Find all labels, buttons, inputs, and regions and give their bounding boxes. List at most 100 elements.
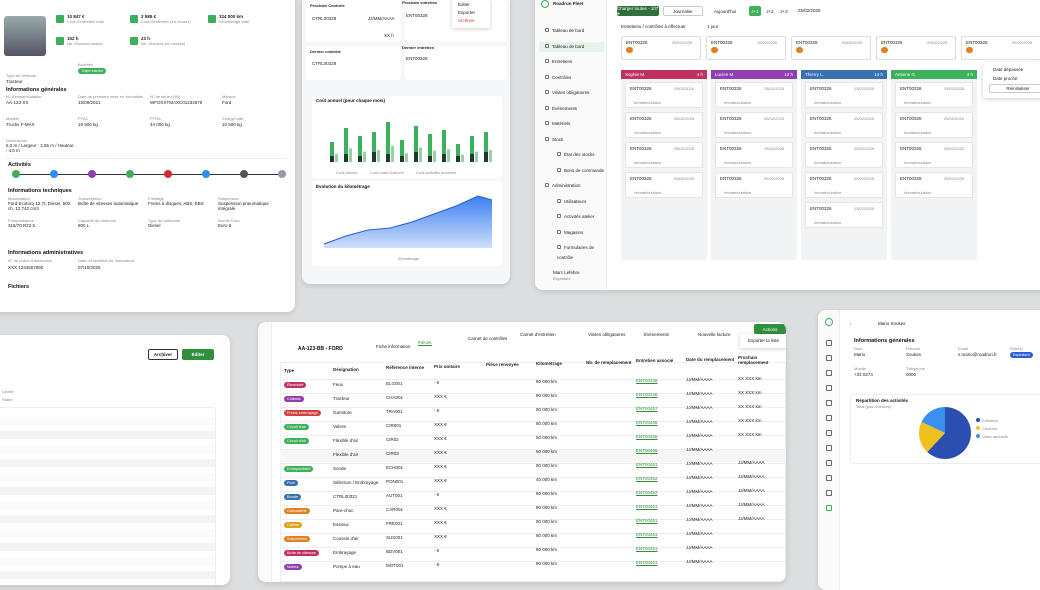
kanban-card-item[interactable]: ENT00326 25/02/2025 Immatriculation xyxy=(805,202,883,228)
table-row[interactable] xyxy=(280,435,786,448)
kanban-card-item[interactable]: ENT00326 25/02/2025 Immatriculation xyxy=(805,142,883,168)
table-header[interactable]: Nb. de remplacement xyxy=(586,359,632,365)
table-row[interactable] xyxy=(280,505,786,518)
list-row[interactable] xyxy=(0,445,215,453)
cell-entretien-link[interactable]: ENT00248 xyxy=(636,392,658,397)
nav-item[interactable]: Utilisateurs xyxy=(539,197,605,207)
archive-button[interactable]: Archiver xyxy=(148,349,178,360)
kanban-card-item[interactable]: ENT00326 25/02/2025 Immatriculation xyxy=(625,172,703,198)
nav-item[interactable]: Entretiens xyxy=(539,57,605,67)
timeline-dot[interactable] xyxy=(50,170,58,178)
kanban-top-card[interactable]: ENT00326 25/02/2025 xyxy=(876,36,956,60)
list-row[interactable] xyxy=(0,473,215,481)
table-row[interactable] xyxy=(280,421,786,434)
kanban-top-card[interactable]: ENT00326 25/02/2025 xyxy=(621,36,701,60)
nav-item[interactable]: Tableau de bord xyxy=(539,26,605,36)
kanban-card-item[interactable]: ENT00326 25/02/2025 Immatriculation xyxy=(625,82,703,108)
kanban-top-card[interactable]: ENT00326 25/02/2025 xyxy=(706,36,786,60)
list-row[interactable] xyxy=(0,417,215,425)
cell-entretien-link[interactable]: ENT00452 xyxy=(636,490,658,495)
table-header[interactable]: Pièce renvoyée xyxy=(486,362,519,368)
table-row[interactable] xyxy=(280,407,786,420)
table-row[interactable] xyxy=(280,547,786,560)
kanban-card-item[interactable]: ENT00326 25/02/2025 Immatriculation xyxy=(715,142,793,168)
legend-reset-button[interactable]: Réinitialiser xyxy=(989,84,1040,93)
list-row[interactable] xyxy=(0,501,215,509)
table-header[interactable]: Référence interne xyxy=(386,365,425,371)
table-row[interactable] xyxy=(280,463,786,476)
cell-entretien-link[interactable]: ENT00461 xyxy=(636,462,658,467)
menu-archive[interactable]: Archiver xyxy=(458,18,475,23)
d1-button[interactable]: J+1 xyxy=(749,6,761,16)
export-list-item[interactable]: Exporter la liste xyxy=(748,338,780,343)
timeline-dot[interactable] xyxy=(88,170,96,178)
nav-item[interactable]: Matériels xyxy=(539,119,605,129)
list-row[interactable] xyxy=(0,487,215,495)
list-row[interactable] xyxy=(0,529,215,537)
timeline-dot[interactable] xyxy=(240,170,248,178)
nav-item[interactable]: Tableau de bord xyxy=(539,41,605,52)
table-row[interactable] xyxy=(280,561,786,574)
list-row[interactable] xyxy=(0,515,215,523)
d3-button[interactable]: J+3 xyxy=(780,8,788,14)
user-nav-icon[interactable] xyxy=(826,355,832,361)
user-nav-icon[interactable] xyxy=(826,385,832,391)
kanban-card-item[interactable]: ENT00326 25/02/2025 Immatriculation xyxy=(895,112,973,138)
nav-item[interactable]: Formulaires de contrôle xyxy=(557,245,595,260)
user-nav-icon[interactable] xyxy=(826,505,832,511)
timeline-dot[interactable] xyxy=(126,170,134,178)
list-row[interactable] xyxy=(0,459,215,467)
cell-entretien-link[interactable]: ENT00461 xyxy=(636,532,658,537)
parts-tab[interactable]: Carnet de contrôles xyxy=(468,336,508,341)
kanban-card-item[interactable]: ENT00326 25/02/2025 Immatriculation xyxy=(805,112,883,138)
cell-entretien-link[interactable]: ENT00461 xyxy=(636,546,658,551)
menu-export[interactable]: Exporter xyxy=(458,10,476,15)
kanban-card-item[interactable]: ENT00326 25/02/2025 Immatriculation xyxy=(805,82,883,108)
kanban-card-item[interactable]: ENT00326 25/02/2025 Immatriculation xyxy=(625,112,703,138)
table-header[interactable]: Entretien associé xyxy=(636,358,674,364)
cell-entretien-link[interactable]: ENT00466 xyxy=(636,448,658,453)
kanban-card-item[interactable]: ENT00326 25/02/2025 Immatriculation xyxy=(625,142,703,168)
nav-item[interactable]: Administration xyxy=(539,181,605,191)
nav-item[interactable]: État des stocks xyxy=(539,150,605,160)
cell-entretien-link[interactable]: ENT00461 xyxy=(636,504,658,509)
timeline-dot[interactable] xyxy=(12,170,20,178)
kanban-card-item[interactable]: ENT00326 25/02/2025 Immatriculation xyxy=(895,172,973,198)
table-header[interactable]: Kilométrage xyxy=(536,361,563,366)
list-row[interactable] xyxy=(0,557,215,565)
kanban-card-item[interactable]: ENT00326 25/02/2025 Immatriculation xyxy=(895,82,973,108)
kanban-card-item[interactable]: ENT00326 25/02/2025 Immatriculation xyxy=(715,112,793,138)
parts-tab[interactable]: Carnet d'entretien xyxy=(520,332,556,337)
table-row[interactable] xyxy=(280,491,786,504)
today-button[interactable]: Aujourd'hui xyxy=(713,8,737,14)
cell-entretien-link[interactable]: ENT00457 xyxy=(636,406,658,411)
user-nav-icon[interactable] xyxy=(826,340,832,346)
table-row[interactable] xyxy=(280,477,786,490)
nav-item[interactable]: Visites obligatoires xyxy=(539,88,605,98)
menu-edit[interactable]: Éditer xyxy=(458,2,470,7)
nav-item[interactable]: Bons de commande xyxy=(539,166,605,176)
user-nav-icon[interactable] xyxy=(826,490,832,496)
timeline-dot[interactable] xyxy=(164,170,172,178)
table-header[interactable]: Désignation xyxy=(333,366,359,372)
view-select[interactable]: Journalier xyxy=(663,6,703,16)
kanban-top-card[interactable]: ENT00326 25/02/2025 xyxy=(791,36,871,60)
kanban-card-item[interactable]: ENT00326 25/02/2025 Immatriculation xyxy=(895,142,973,168)
table-row[interactable] xyxy=(280,519,786,532)
user-nav-icon[interactable] xyxy=(826,370,832,376)
parts-tab[interactable]: Pièces xyxy=(418,340,432,346)
table-header[interactable]: Prochain remplacement xyxy=(738,355,769,366)
nav-item[interactable]: Stock xyxy=(539,135,605,145)
nav-item[interactable]: Magasins xyxy=(539,228,605,238)
nav-item[interactable]: Activités atelier xyxy=(539,212,605,222)
nav-item[interactable]: Contrôles xyxy=(539,73,605,83)
user-nav-icon[interactable] xyxy=(826,445,832,451)
table-row[interactable] xyxy=(280,379,786,392)
filter-button[interactable]: Charger toutes - 107 ● xyxy=(617,6,659,16)
table-row[interactable] xyxy=(280,449,786,462)
table-header[interactable]: Date du remplacement xyxy=(686,356,735,362)
table-row[interactable] xyxy=(280,393,786,406)
parts-tab[interactable]: Fiche information xyxy=(376,344,411,349)
user-nav-icon[interactable] xyxy=(826,415,832,421)
cell-entretien-link[interactable]: ENT00452 xyxy=(636,476,658,481)
